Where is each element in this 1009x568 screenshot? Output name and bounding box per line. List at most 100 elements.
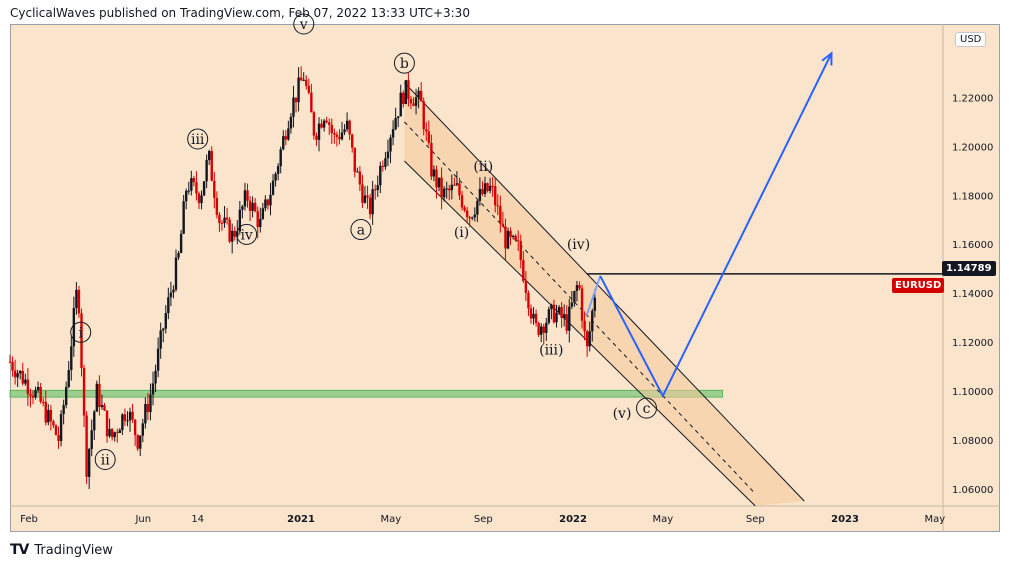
candle-body: [218, 214, 221, 223]
candle-body: [468, 217, 471, 219]
candle-body: [368, 197, 372, 215]
candle-body: [39, 387, 42, 402]
candle-body: [100, 405, 104, 408]
candle-body: [95, 383, 99, 412]
candle-body: [136, 435, 139, 449]
x-tick-label: Sep: [746, 514, 765, 525]
candle-body: [228, 219, 231, 242]
wave-label-circle: [393, 52, 415, 74]
candle-body: [312, 112, 316, 136]
candle-body: [253, 202, 257, 212]
candle-body: [131, 411, 134, 420]
wave-label: (iv): [567, 237, 590, 253]
candle-body: [44, 402, 47, 423]
candle-body: [243, 190, 247, 207]
candle-body: [31, 395, 35, 398]
y-tick-label: 1.08000: [952, 436, 993, 447]
candle-body: [113, 432, 116, 438]
candle-body: [151, 383, 155, 395]
candle-body: [276, 166, 280, 174]
candle-body: [501, 223, 505, 227]
candle-body: [82, 368, 86, 416]
candle-body: [552, 304, 556, 323]
candle-body: [473, 214, 476, 218]
candle-body: [238, 209, 242, 232]
candle-body: [448, 188, 451, 191]
candle-body: [442, 188, 446, 198]
candle-body: [19, 371, 22, 374]
candle-body: [483, 183, 487, 194]
x-tick-label: Feb: [20, 514, 38, 525]
candle-body: [345, 120, 349, 130]
y-tick-label: 1.14000: [952, 289, 993, 300]
candle-body: [325, 120, 328, 123]
candle-body: [575, 285, 579, 292]
candle-body: [399, 92, 402, 117]
candle-body: [391, 129, 395, 138]
channel-mid-line: [404, 121, 756, 495]
candle-body: [70, 346, 73, 371]
candle-body: [463, 207, 466, 211]
candle-body: [389, 137, 392, 152]
candle-body: [223, 217, 226, 224]
channel-upper-line: [404, 82, 805, 502]
candle-body: [565, 314, 568, 331]
candle-body: [573, 291, 576, 303]
candle-body: [202, 181, 206, 196]
candle-body: [593, 297, 597, 311]
x-tick-label: 2023: [831, 514, 859, 525]
footer-brand[interactable]: TradingView: [34, 542, 113, 558]
candle-body: [545, 322, 548, 333]
candle-body: [338, 136, 341, 140]
candle-body: [85, 415, 88, 477]
candle-body: [230, 230, 234, 242]
tradingview-logo-icon[interactable]: 𝗧𝗩: [10, 542, 29, 558]
x-tick-label: Jun: [134, 514, 151, 525]
x-tick-label: 14: [191, 514, 204, 525]
candle-body: [465, 210, 469, 218]
candle-body: [310, 92, 313, 113]
candle-body: [532, 313, 535, 319]
candle-body: [478, 188, 482, 201]
candle-body: [67, 370, 70, 387]
wave-label-circle: [293, 13, 315, 35]
candle-body: [560, 307, 563, 318]
candle-body: [320, 123, 323, 128]
candle-body: [371, 189, 374, 215]
y-tick-label: 1.20000: [952, 142, 993, 153]
candle-body: [340, 132, 344, 140]
wave-label: b: [400, 56, 409, 72]
candle-body: [591, 310, 594, 332]
candle-body: [126, 420, 129, 422]
currency-button[interactable]: USD: [955, 32, 987, 47]
candle-body: [289, 116, 293, 129]
projection-start-line: [585, 275, 602, 316]
x-tick-label: 2022: [559, 514, 587, 525]
candle-body: [333, 132, 336, 135]
candle-body: [496, 205, 499, 207]
candle-body: [409, 99, 413, 104]
y-tick-label: 1.06000: [952, 485, 993, 496]
candle-body: [213, 180, 216, 198]
candle-body: [246, 190, 249, 201]
candle-body: [154, 370, 157, 384]
candle-body: [233, 230, 236, 237]
y-tick-label: 1.10000: [952, 387, 993, 398]
wave-label-circle: [236, 223, 258, 245]
candle-body: [414, 97, 418, 106]
candle-body: [373, 189, 377, 191]
candle-body: [381, 165, 385, 167]
candle-body: [172, 289, 175, 293]
candle-body: [445, 188, 448, 190]
candle-body: [460, 195, 464, 208]
projection-path: [599, 52, 833, 399]
candle-body: [376, 185, 379, 190]
candle-body: [361, 184, 364, 203]
candle-body: [162, 328, 165, 331]
candle-body: [123, 414, 127, 421]
candle-body: [348, 120, 351, 135]
wave-label: c: [643, 401, 651, 417]
candle-body: [167, 297, 170, 314]
candle-body: [282, 136, 285, 150]
